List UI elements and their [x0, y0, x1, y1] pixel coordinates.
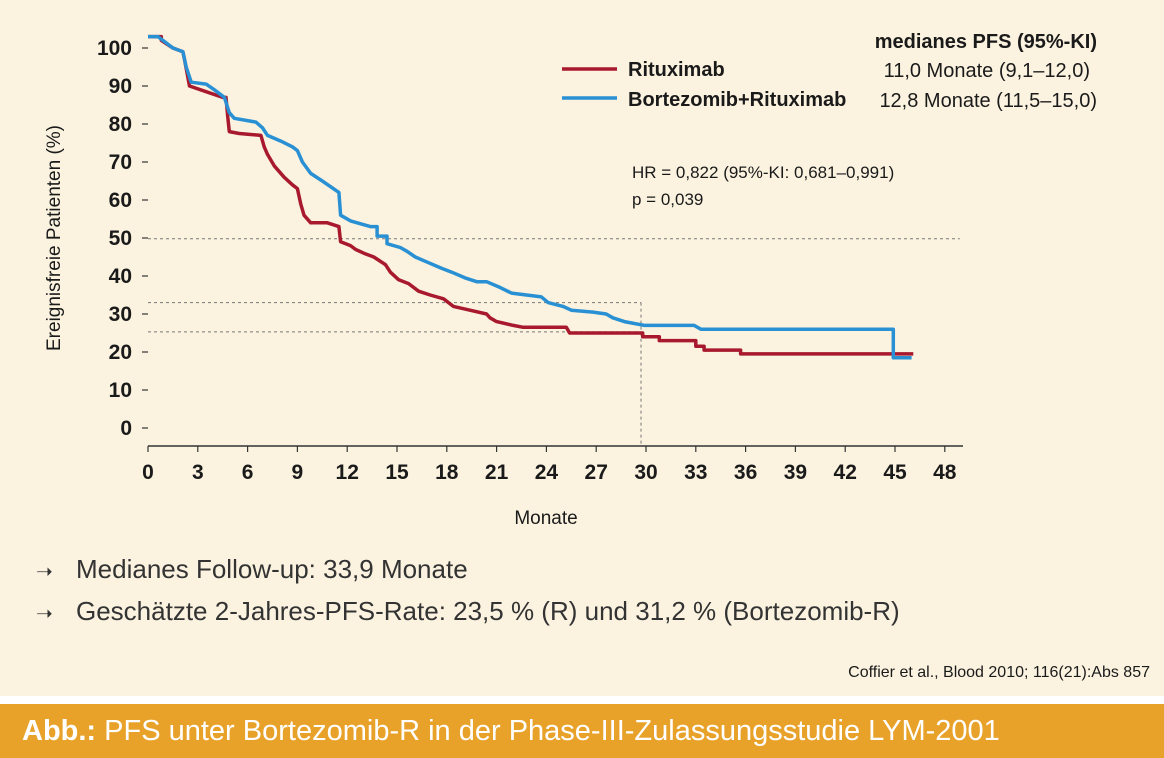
figure-caption-bar: Abb.: PFS unter Bortezomib-R in der Phas… [0, 704, 1164, 758]
legend-label-rituximab: Rituximab [628, 59, 725, 81]
arrow-icon: ➝ [36, 603, 53, 625]
bullet-text: Geschätzte 2-Jahres-PFS-Rate: 23,5 % (R)… [76, 596, 900, 626]
x-tick-label: 24 [535, 461, 559, 484]
x-tick-label: 33 [684, 461, 707, 484]
arrow-icon: ➝ [36, 561, 53, 583]
x-tick-label: 48 [933, 461, 957, 484]
caption-prefix: Abb.: [22, 715, 97, 747]
bortezomib-rituximab-line [148, 34, 912, 360]
y-tick-label: 70 [109, 151, 132, 174]
x-tick-label: 18 [435, 461, 459, 484]
hazard-ratio-text: HR = 0,822 (95%-KI: 0,681–0,991) [632, 163, 894, 182]
caption-text: PFS unter Bortezomib-R in der Phase-III-… [104, 715, 1000, 747]
bullet-item: ➝ Medianes Follow-up: 33,9 Monate [36, 548, 900, 590]
reference-lines [148, 238, 960, 446]
x-tick-group: 0 3 6 9 12 15 18 21 24 27 30 33 36 39 42 45 48 [142, 446, 957, 484]
x-tick-label: 9 [292, 461, 304, 484]
separator [0, 696, 1164, 704]
x-tick-label: 36 [734, 461, 757, 484]
x-axis-label: Monate [514, 508, 577, 529]
y-tick-label: 30 [109, 303, 132, 326]
x-tick-label: 27 [585, 461, 608, 484]
y-tick-group: 0 10 20 30 40 50 60 70 80 90 100 [97, 37, 148, 440]
legend-median-bortezomib-rituximab: 12,8 Monate (11,5–15,0) [879, 90, 1097, 112]
y-tick-label: 20 [109, 341, 132, 364]
rituximab-line [148, 34, 914, 356]
x-tick-label: 15 [385, 461, 409, 484]
x-tick-label: 39 [784, 461, 807, 484]
x-tick-label: 0 [142, 461, 154, 484]
p-value-text: p = 0,039 [632, 190, 703, 209]
y-tick-label: 60 [109, 189, 132, 212]
x-tick-label: 3 [192, 461, 204, 484]
citation: Coffier et al., Blood 2010; 116(21):Abs … [848, 664, 1150, 681]
y-tick-label: 80 [109, 113, 132, 136]
x-tick-label: 6 [242, 461, 254, 484]
legend-header: medianes PFS (95%-KI) [875, 31, 1097, 53]
series-group [148, 34, 914, 360]
bullet-item: ➝ Geschätzte 2-Jahres-PFS-Rate: 23,5 % (R… [36, 590, 900, 632]
legend-label-bortezomib-rituximab: Bortezomib+Rituximab [628, 89, 846, 111]
x-tick-label: 21 [485, 461, 509, 484]
y-axis-label: Ereignisfreie Patienten (%) [44, 125, 65, 351]
x-tick-label: 42 [834, 461, 857, 484]
x-tick-label: 12 [336, 461, 359, 484]
x-tick-label: 45 [883, 461, 907, 484]
legend-median-rituximab: 11,0 Monate (9,1–12,0) [884, 60, 1090, 82]
y-tick-label: 10 [109, 379, 132, 402]
bullet-list: ➝ Medianes Follow-up: 33,9 Monate ➝ Geschä… [36, 548, 900, 632]
y-tick-label: 50 [109, 227, 132, 250]
y-tick-label: 90 [109, 75, 132, 98]
bullet-text: Medianes Follow-up: 33,9 Monate [76, 554, 468, 584]
y-tick-label: 100 [97, 37, 132, 60]
y-tick-label: 0 [120, 417, 132, 440]
y-tick-label: 40 [109, 265, 132, 288]
x-tick-label: 30 [634, 461, 657, 484]
